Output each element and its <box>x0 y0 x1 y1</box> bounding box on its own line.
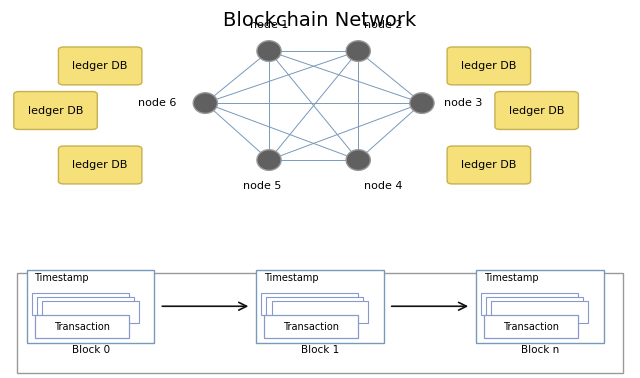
FancyBboxPatch shape <box>17 273 623 373</box>
FancyBboxPatch shape <box>256 270 384 343</box>
Ellipse shape <box>193 93 218 113</box>
FancyBboxPatch shape <box>486 297 583 319</box>
FancyBboxPatch shape <box>14 91 97 129</box>
FancyBboxPatch shape <box>447 146 531 184</box>
Text: ledger DB: ledger DB <box>461 61 516 71</box>
Ellipse shape <box>257 41 281 61</box>
Text: Timestamp: Timestamp <box>35 273 89 284</box>
FancyBboxPatch shape <box>37 297 134 319</box>
FancyBboxPatch shape <box>27 270 154 343</box>
Text: ledger DB: ledger DB <box>72 61 128 71</box>
Text: node 3: node 3 <box>444 98 483 108</box>
Text: node 5: node 5 <box>243 181 282 191</box>
Text: node 1: node 1 <box>250 20 288 30</box>
FancyBboxPatch shape <box>266 297 364 319</box>
FancyBboxPatch shape <box>58 47 142 85</box>
Text: Timestamp: Timestamp <box>264 273 319 284</box>
FancyBboxPatch shape <box>447 47 531 85</box>
Text: ledger DB: ledger DB <box>509 105 564 116</box>
FancyBboxPatch shape <box>32 293 129 315</box>
Text: Blockchain Network: Blockchain Network <box>223 11 417 30</box>
Text: Transaction: Transaction <box>503 322 559 332</box>
FancyBboxPatch shape <box>42 301 139 322</box>
Text: ledger DB: ledger DB <box>72 160 128 170</box>
Text: Timestamp: Timestamp <box>484 273 538 284</box>
Ellipse shape <box>257 150 281 170</box>
FancyBboxPatch shape <box>495 91 579 129</box>
FancyBboxPatch shape <box>58 146 142 184</box>
Text: ledger DB: ledger DB <box>28 105 83 116</box>
Text: node 2: node 2 <box>364 20 403 30</box>
Ellipse shape <box>346 150 371 170</box>
FancyBboxPatch shape <box>476 270 604 343</box>
Text: Transaction: Transaction <box>54 322 109 332</box>
Text: Block 0: Block 0 <box>72 345 109 355</box>
Text: node 6: node 6 <box>138 98 177 108</box>
Text: Transaction: Transaction <box>283 322 339 332</box>
Text: ledger DB: ledger DB <box>461 160 516 170</box>
Text: node 4: node 4 <box>364 181 403 191</box>
FancyBboxPatch shape <box>492 301 588 322</box>
FancyBboxPatch shape <box>481 293 578 315</box>
FancyBboxPatch shape <box>261 293 358 315</box>
FancyBboxPatch shape <box>264 315 358 338</box>
FancyBboxPatch shape <box>271 301 369 322</box>
Text: Block n: Block n <box>521 345 559 355</box>
FancyBboxPatch shape <box>35 315 129 338</box>
FancyBboxPatch shape <box>484 315 578 338</box>
Ellipse shape <box>410 93 434 113</box>
Ellipse shape <box>346 41 371 61</box>
Text: Block 1: Block 1 <box>301 345 339 355</box>
